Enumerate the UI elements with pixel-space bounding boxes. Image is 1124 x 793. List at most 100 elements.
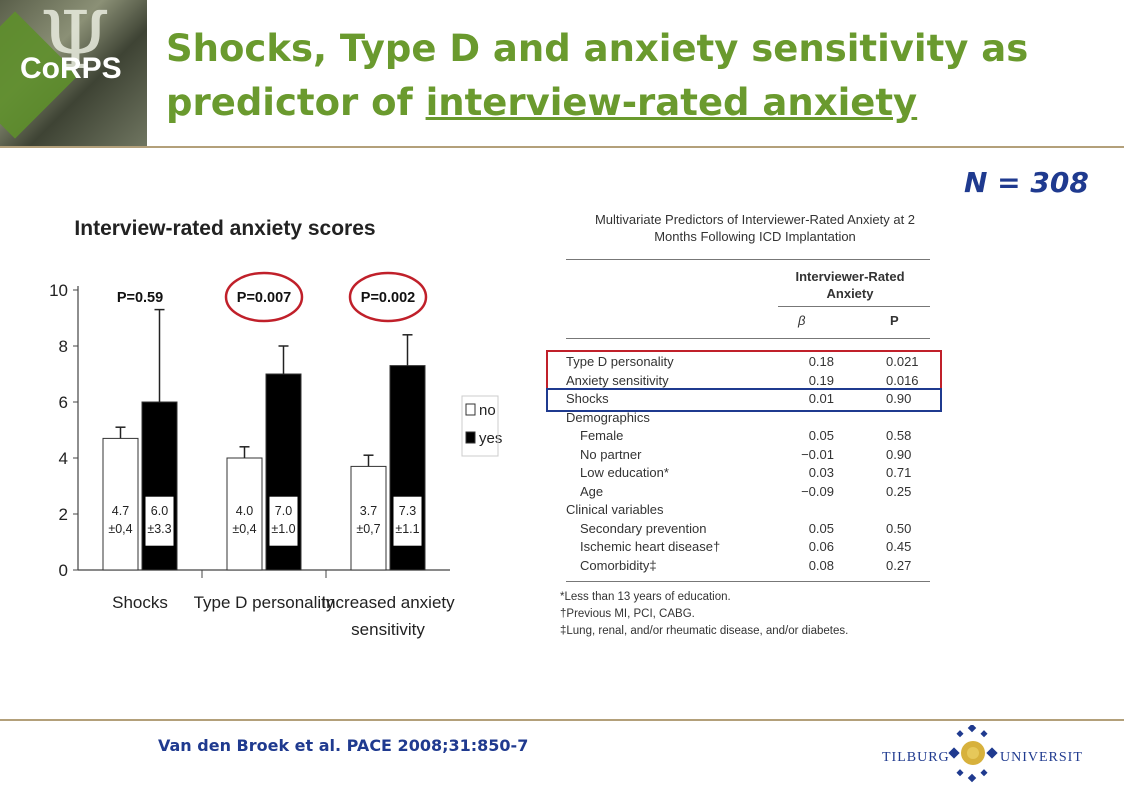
row-label: Ischemic heart disease† xyxy=(580,539,721,554)
legend-label-no: no xyxy=(479,402,496,419)
row-beta: 0.08 xyxy=(808,557,834,573)
data-label: ±1.0 xyxy=(271,522,295,536)
table-row: Low education* 0.03 0.71 xyxy=(566,465,936,483)
table-bottom-rule xyxy=(566,581,930,582)
table-row: Female 0.05 0.58 xyxy=(566,428,936,446)
header-rule xyxy=(0,146,1124,148)
legend-box xyxy=(461,395,499,457)
table-row: Shocks 0.01 0.90 xyxy=(566,391,936,409)
table-col-p: P xyxy=(890,313,899,328)
data-label: ±3.3 xyxy=(147,522,171,536)
row-beta: −0.01 xyxy=(801,446,834,462)
data-label-box xyxy=(269,496,298,546)
psi-icon: Ψ xyxy=(40,0,111,87)
tilburg-seal-icon xyxy=(948,725,998,783)
p-value-highlight-ellipse xyxy=(224,271,304,323)
data-label: ±0,7 xyxy=(356,522,380,536)
x-category-label: Shocks xyxy=(112,593,168,612)
row-p-value: 0.50 xyxy=(886,520,912,536)
row-label: Age xyxy=(580,483,604,499)
logo-text: CoRPS xyxy=(20,52,122,85)
row-beta: 0.19 xyxy=(808,372,834,388)
row-beta: 0.05 xyxy=(808,520,834,536)
table-row: Clinical variables xyxy=(566,502,936,520)
sample-size-label: N = 308 xyxy=(964,166,1089,199)
row-label: Comorbidity‡ xyxy=(580,557,657,573)
highlight-box-red xyxy=(546,350,942,390)
row-label: Demographics xyxy=(566,409,650,425)
data-label-box xyxy=(145,496,174,546)
table-row: Comorbidity‡ 0.08 0.27 xyxy=(566,558,936,576)
row-label: No partner xyxy=(580,446,642,462)
title-line-1: Shocks, Type D and anxiety sensitivity a… xyxy=(166,27,1029,70)
citation: Van den Broek et al. PACE 2008;31:850-7 xyxy=(158,736,529,755)
row-p-value: 0.25 xyxy=(886,483,912,499)
row-beta: 0.05 xyxy=(808,428,834,443)
data-label: 4.7 xyxy=(112,504,129,518)
data-label: 7.3 xyxy=(399,504,416,518)
data-label: ±0,4 xyxy=(232,522,256,536)
y-tick-label: 0 xyxy=(59,561,68,580)
table-top-rule xyxy=(566,259,930,260)
row-label: Secondary prevention xyxy=(580,520,707,536)
title-line-2: predictor of interview-rated anxiety xyxy=(166,76,1106,130)
table-row: Demographics xyxy=(566,410,936,428)
data-label: 4.0 xyxy=(236,504,253,518)
row-label: Clinical variables xyxy=(566,502,664,517)
data-label: ±1.1 xyxy=(395,522,419,536)
table-footnote: ‡Lung, renal, and/or rheumatic disease, … xyxy=(560,625,849,637)
chart-title: Interview-rated anxiety scores xyxy=(74,217,375,240)
row-label: Anxiety sensitivity xyxy=(566,372,669,388)
table-row: No partner −0.01 0.90 xyxy=(566,447,936,465)
data-label: 7.0 xyxy=(275,504,292,518)
corps-logo: Ψ CoRPS xyxy=(0,0,147,146)
row-p-value: 0.90 xyxy=(886,391,912,406)
row-p-value: 0.71 xyxy=(886,465,912,480)
row-label: Female xyxy=(580,428,624,443)
table-footnote: †Previous MI, PCI, CABG. xyxy=(560,608,695,620)
row-p-value: 0.45 xyxy=(886,539,912,554)
row-label: Shocks xyxy=(566,391,609,406)
table-row: Secondary prevention 0.05 0.50 xyxy=(566,521,936,539)
p-value-label: P=0.007 xyxy=(237,290,291,306)
table-group-rule xyxy=(778,306,930,307)
bar-chart: Interview-rated anxiety scores 0 2 4 6 8 10 Sho… xyxy=(49,217,502,639)
data-label-box xyxy=(355,497,382,546)
legend-label-yes: yes xyxy=(479,430,502,447)
table-col-beta: β xyxy=(798,313,806,328)
university-right-text: UNIVERSITY xyxy=(1000,750,1082,765)
slide-title: Shocks, Type D and anxiety sensitivity a… xyxy=(166,22,1106,130)
tilburg-university-logo: TILBURG UNIVERSITY xyxy=(882,725,1082,783)
row-beta: 0.03 xyxy=(808,465,834,480)
data-label: 6.0 xyxy=(151,504,168,518)
predictors-table: Multivariate Predictors of Interviewer-R… xyxy=(560,205,950,637)
p-value-label: P=0.59 xyxy=(117,290,163,306)
title-line-2-prefix: predictor of xyxy=(166,81,426,124)
y-tick-label: 4 xyxy=(59,449,68,468)
table-row: Age −0.09 0.25 xyxy=(566,484,936,502)
legend-swatch-no xyxy=(465,403,476,416)
row-beta: 0.18 xyxy=(808,354,834,369)
p-value-label: P=0.002 xyxy=(361,290,415,306)
row-p-value: 0.016 xyxy=(886,372,919,388)
y-tick-label: 2 xyxy=(59,505,68,524)
row-beta: 0.01 xyxy=(808,391,834,406)
legend-swatch-yes xyxy=(465,431,476,444)
data-label: ±0,4 xyxy=(108,522,132,536)
row-p-value: 0.021 xyxy=(886,354,919,369)
row-beta: −0.09 xyxy=(801,483,834,499)
row-p-value: 0.27 xyxy=(886,557,912,573)
highlight-box-blue xyxy=(546,388,942,412)
p-value-highlight-ellipse xyxy=(348,271,428,323)
footer-rule xyxy=(0,719,1124,721)
data-label-box xyxy=(107,497,134,546)
row-beta: 0.06 xyxy=(808,539,834,554)
table-caption: Multivariate Predictors of Interviewer-R… xyxy=(594,212,916,244)
table-row: Ischemic heart disease† 0.06 0.45 xyxy=(566,539,936,557)
table-group-header: Interviewer-Rated Anxiety xyxy=(795,269,905,301)
table-row: Type D personality 0.18 0.021 xyxy=(566,354,936,372)
row-p-value: 0.58 xyxy=(886,428,912,443)
y-tick-label: 8 xyxy=(59,337,68,356)
x-category-label: Type D personality xyxy=(194,593,335,612)
y-tick-label: 6 xyxy=(59,393,68,412)
